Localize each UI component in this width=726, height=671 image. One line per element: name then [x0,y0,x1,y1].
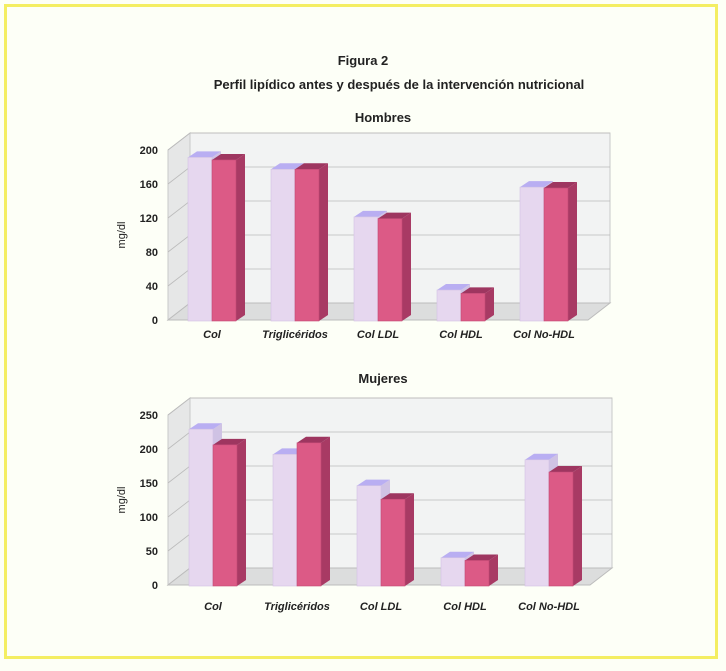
bar-top [354,210,387,217]
bar-side [489,554,498,586]
bar [296,442,322,587]
bar-top [295,163,328,170]
bar [440,557,466,587]
bar [270,169,296,322]
side-wall [167,396,191,587]
bar [356,485,382,587]
bar-top [437,284,470,290]
bar-side [319,163,328,321]
y-tick-label: 250 [140,410,158,422]
y-tick-label: 160 [140,179,158,191]
bar [353,216,379,322]
bar-top [213,438,246,445]
bar-top [378,212,411,219]
bar-top [381,493,414,500]
x-tick-label: Col [203,329,222,341]
bar-top [520,181,553,188]
bar-side [485,287,494,321]
bar-side [568,182,577,321]
x-tick-label: Triglicéridos [264,601,330,613]
y-tick-label: 0 [152,580,158,592]
y-tick-label: 200 [140,444,158,456]
gridline [167,397,612,416]
bar [460,293,486,322]
bar-top [189,423,222,430]
y-tick-label: 80 [146,247,158,259]
x-tick-label: Col [204,601,223,613]
y-tick-label: 0 [152,315,158,327]
bar-top [188,151,221,158]
bar [211,159,237,322]
x-tick-label: Col No-HDL [518,601,580,613]
y-tick-label: 100 [140,512,158,524]
x-tick-label: Col LDL [357,329,399,341]
chart-mujeres: Mujeres 0 50 100 150 200 250 mg/dl Col Triglicéri… [116,371,614,613]
bar-side [573,466,582,586]
y-tick-label: 40 [146,281,158,293]
chart-title: Hombres [355,110,411,125]
y-axis-label: mg/dl [116,487,128,514]
bar-top [297,436,330,443]
chart-hombres: Hombres 0 40 80 120 160 200 mg/dl Col Triglicérid… [116,110,612,341]
gridline [167,132,610,151]
bar-top [271,163,304,170]
figure-subtitle: Perfil lipídico antes y después de la in… [213,77,585,92]
y-axis-label: mg/dl [116,222,128,249]
bar [524,459,550,587]
bar-top [212,153,245,160]
y-tick-label: 200 [140,145,158,157]
bar [543,187,569,322]
bar-top [441,551,474,558]
bar-top [461,287,494,294]
bar-top [544,182,577,188]
bar-top [525,453,558,460]
bar [380,498,406,587]
bar [294,169,320,322]
y-tick-label: 150 [140,478,158,490]
y-tick-label: 120 [140,213,158,225]
bar-side [402,212,411,321]
figure-title: Figura 2 [337,53,389,68]
bar [377,218,403,322]
x-tick-label: Col HDL [439,329,483,341]
bar-side [321,436,330,586]
bar [548,471,574,587]
x-tick-label: Triglicéridos [262,329,328,341]
bar-top [357,479,390,486]
bar [188,428,214,587]
bar [272,454,298,587]
x-tick-label: Col LDL [360,601,402,613]
bar [187,157,213,322]
bar [436,289,462,322]
bar-side [236,153,245,321]
bar [519,186,545,322]
bar [464,560,490,587]
x-tick-label: Col HDL [443,601,487,613]
bar-side [237,438,246,586]
bar-top [549,466,582,473]
side-wall [167,131,191,322]
chart-title: Mujeres [358,371,407,386]
x-tick-label: Col No-HDL [513,329,575,341]
bar-top [465,554,498,561]
y-tick-label: 50 [146,546,158,558]
bar-side [405,493,414,586]
bar [212,444,238,587]
